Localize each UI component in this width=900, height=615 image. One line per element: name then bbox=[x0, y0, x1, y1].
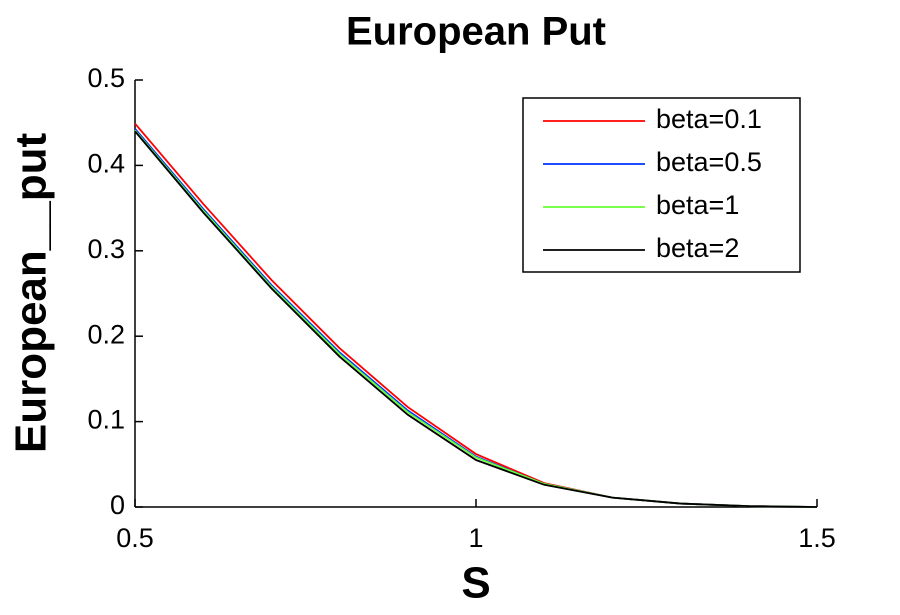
y-tick-label: 0.2 bbox=[87, 319, 125, 349]
y-axis-label: European__put bbox=[7, 133, 56, 454]
legend-label: beta=1 bbox=[656, 190, 739, 220]
y-tick-label: 0.1 bbox=[87, 405, 125, 435]
x-tick-label: 1 bbox=[468, 523, 483, 553]
y-tick-label: 0.5 bbox=[87, 63, 125, 93]
x-axis-label: S bbox=[461, 559, 490, 608]
legend-label: beta=0.1 bbox=[656, 104, 762, 134]
legend-label: beta=0.5 bbox=[656, 147, 762, 177]
legend-label: beta=2 bbox=[656, 233, 739, 263]
chart-title: European Put bbox=[346, 10, 606, 54]
x-tick-label: 0.5 bbox=[116, 523, 154, 553]
x-tick-label: 1.5 bbox=[798, 523, 836, 553]
series-line bbox=[134, 130, 818, 508]
legend-box bbox=[522, 97, 801, 273]
y-tick-label: 0.3 bbox=[87, 234, 125, 264]
y-tick-label: 0.4 bbox=[87, 149, 125, 179]
y-tick-label: 0 bbox=[110, 490, 125, 520]
